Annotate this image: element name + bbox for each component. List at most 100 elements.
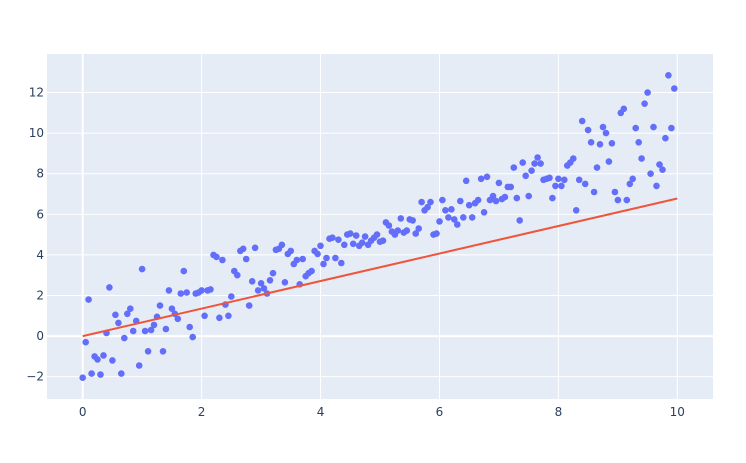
scatter-point — [174, 315, 182, 323]
scatter-point — [162, 325, 170, 333]
scatter-point — [638, 155, 645, 162]
scatter-point — [516, 217, 523, 224]
scatter-point — [260, 285, 268, 292]
scatter-point — [480, 209, 488, 216]
scatter-point — [647, 170, 654, 177]
scatter-point — [650, 123, 657, 131]
scatter-point — [201, 312, 208, 320]
y-tick-label: 10 — [29, 126, 44, 140]
scatter-point — [183, 289, 190, 296]
scatter-point — [656, 161, 663, 168]
scatter-point — [653, 182, 660, 190]
scatter-point — [135, 362, 143, 369]
scatter-point — [629, 175, 636, 183]
scatter-point — [671, 85, 678, 92]
scatter-point — [335, 236, 342, 243]
scatter-point — [338, 259, 345, 267]
scatter-point — [349, 240, 357, 248]
scatter-point — [501, 193, 509, 201]
scatter-point — [281, 279, 289, 286]
y-tick-label: 6 — [36, 207, 44, 221]
scatter-point — [317, 242, 324, 250]
scatter-point — [219, 256, 226, 264]
scatter-point — [549, 194, 556, 202]
scatter-point — [150, 321, 158, 329]
scatter-point — [121, 334, 128, 342]
scatter-point — [575, 176, 583, 184]
scatter-point — [483, 173, 491, 181]
scatter-point — [287, 247, 295, 255]
scatter-point — [358, 239, 366, 246]
scatter-point — [394, 227, 402, 234]
scatter-point — [474, 196, 482, 204]
scatter-point — [347, 230, 354, 237]
scatter-point — [141, 327, 149, 335]
scatter-point — [546, 174, 553, 182]
scatter-point — [379, 237, 387, 244]
scatter-point — [641, 100, 648, 107]
scatter-point — [451, 216, 458, 223]
scatter-point — [507, 183, 515, 191]
scatter-point — [587, 139, 595, 146]
scatter-point — [257, 280, 265, 287]
scatter-point — [492, 197, 500, 205]
scatter-point — [668, 124, 675, 132]
scatter-point — [525, 192, 532, 200]
scatter-point — [635, 139, 642, 146]
scatter-point — [465, 201, 473, 209]
y-tick-label: 8 — [36, 167, 44, 181]
scatter-point — [578, 117, 586, 125]
scatter-point — [278, 241, 286, 249]
scatter-point — [460, 214, 467, 221]
scatter-point — [608, 140, 616, 147]
scatter-point — [115, 319, 122, 327]
scatter-point — [570, 155, 577, 162]
scatter-point — [138, 265, 146, 273]
scatter-point — [361, 233, 369, 240]
scatter-point — [415, 225, 423, 232]
scatter-point — [412, 230, 420, 237]
scatter-point — [555, 175, 562, 183]
scatter-point — [198, 287, 205, 294]
scatter-point — [593, 164, 601, 171]
y-tick-label: 2 — [36, 289, 44, 303]
scatter-point — [454, 221, 461, 228]
x-tick-label: 0 — [79, 405, 87, 419]
tick-labels: 0 2 4 6 8 10 −2 0 2 4 6 8 10 12 — [26, 86, 685, 419]
scatter-point — [611, 188, 619, 196]
scatter-point — [186, 323, 193, 331]
scatter-point — [269, 269, 277, 277]
scatter-point — [159, 348, 167, 355]
scatter-point — [457, 197, 464, 205]
scatter-point — [510, 164, 518, 171]
scatter-point — [552, 182, 559, 190]
scatter-point — [534, 154, 541, 161]
scatter-point — [323, 254, 330, 262]
scatter-point — [308, 267, 315, 275]
scatter-point — [448, 206, 455, 213]
scatter-point — [605, 158, 613, 165]
scatter-point — [147, 326, 155, 334]
y-tick-label: 12 — [29, 86, 44, 100]
scatter-point — [225, 312, 232, 320]
scatter-point — [427, 198, 434, 206]
scatter-point — [242, 255, 250, 263]
scatter-point — [239, 245, 247, 253]
scatter-point — [127, 305, 134, 313]
scatter-point — [614, 196, 622, 204]
scatter-point — [468, 214, 476, 221]
scatter-point — [442, 207, 449, 214]
scatter-point — [403, 227, 411, 234]
scatter-point — [180, 267, 188, 275]
scatter-point — [266, 277, 274, 284]
scatter-point — [299, 255, 307, 263]
scatter-point — [433, 230, 440, 237]
scatter-point — [632, 124, 639, 132]
scatter-point — [79, 374, 86, 382]
scatter-point — [352, 232, 360, 239]
scatter-point — [528, 167, 535, 174]
scatter-point — [495, 179, 503, 187]
fit-line — [82, 197, 678, 338]
scatter-point — [109, 357, 116, 364]
